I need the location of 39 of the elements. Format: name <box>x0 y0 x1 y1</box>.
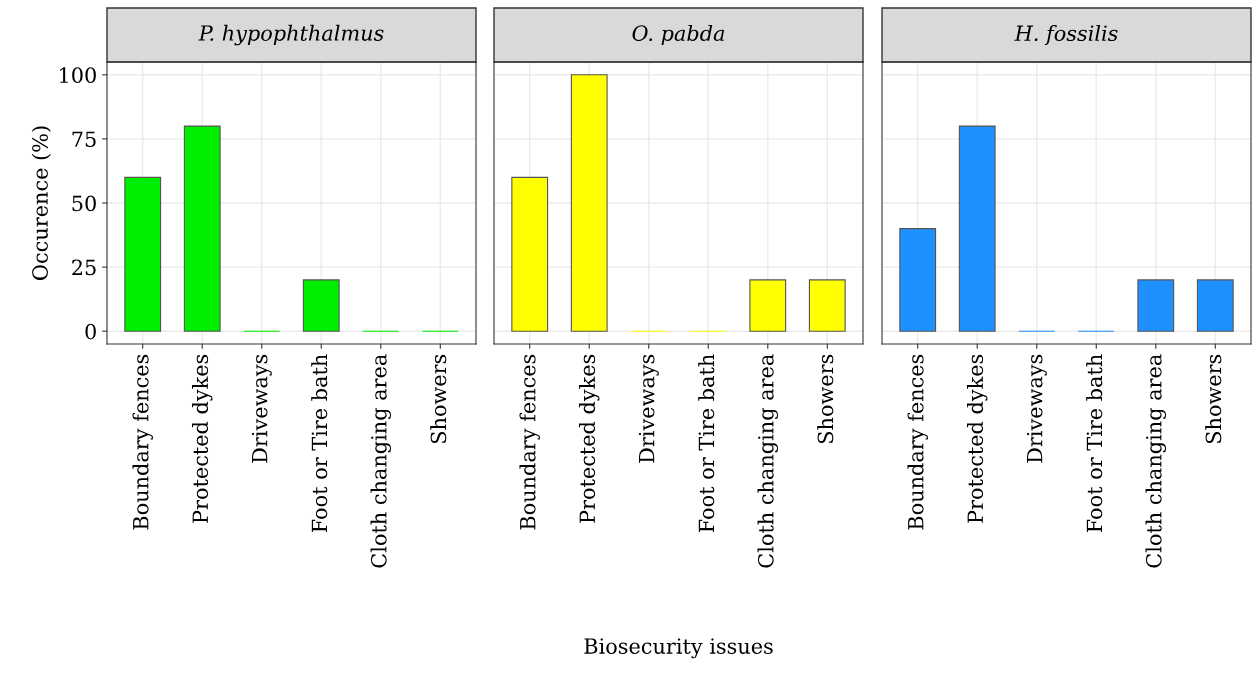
y-tick-label: 0 <box>85 323 96 340</box>
x-tick-label: Foot or Tire bath <box>1086 354 1103 533</box>
x-tick-label: Protected dykes <box>967 354 988 523</box>
bar <box>124 176 162 332</box>
x-tick-label: Boundary fences <box>907 354 928 530</box>
bar <box>1137 279 1175 332</box>
x-axis-title: Biosecurity issues <box>584 638 773 659</box>
x-tick-label: Cloth changing area <box>370 354 391 568</box>
x-tick-label: Driveways <box>638 354 659 463</box>
x-tick-label: Driveways <box>251 354 272 463</box>
y-axis-title: Occurence (%) <box>31 126 51 280</box>
bar <box>958 125 996 332</box>
bar <box>183 125 221 332</box>
x-tick-label: Boundary fences <box>132 354 153 530</box>
bar <box>511 176 549 332</box>
x-tick-label: Protected dykes <box>192 354 213 523</box>
bar <box>899 228 937 332</box>
x-tick-label: Driveways <box>1026 354 1047 463</box>
bar <box>1196 279 1234 332</box>
x-tick-label: Showers <box>817 354 834 444</box>
x-tick-label: Boundary fences <box>519 354 540 530</box>
x-tick-label: Showers <box>1205 354 1222 444</box>
x-tick-label: Foot or Tire bath <box>311 354 328 533</box>
y-tick-label: 75 <box>72 131 96 148</box>
bar <box>749 279 787 332</box>
x-tick-label: Showers <box>430 354 447 444</box>
x-tick-label: Foot or Tire bath <box>698 354 715 533</box>
bar <box>302 279 340 332</box>
y-tick-label: 50 <box>72 195 96 212</box>
x-tick-label: Cloth changing area <box>757 354 778 568</box>
chart-title: H. fossilis <box>1014 24 1118 46</box>
x-tick-label: Protected dykes <box>579 354 600 523</box>
x-tick-label: Cloth changing area <box>1145 354 1166 568</box>
bar <box>570 74 608 332</box>
chart-title: P. hypophthalmus <box>198 24 384 46</box>
bar <box>808 279 846 332</box>
y-tick-label: 100 <box>60 67 96 84</box>
y-tick-label: 25 <box>72 259 96 276</box>
chart-title: O. pabda <box>632 24 725 46</box>
